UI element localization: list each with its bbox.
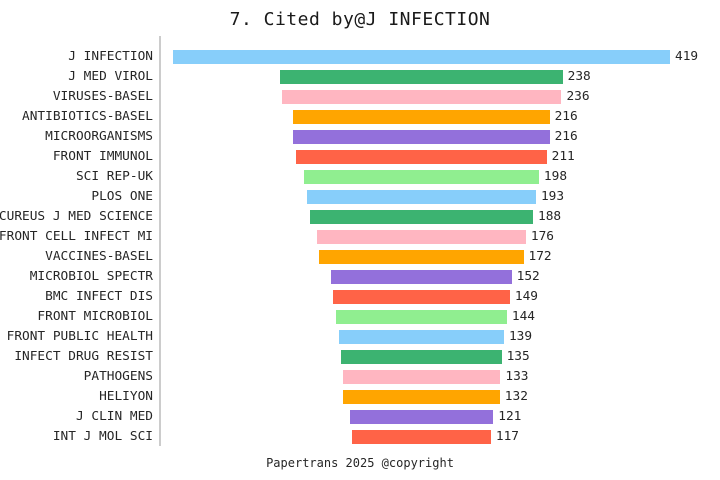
category-label: INT J MOL SCI [52, 429, 153, 444]
value-label: 419 [675, 49, 699, 64]
funnel-bar [336, 309, 507, 325]
funnel-bar [341, 349, 502, 365]
value-label: 188 [537, 209, 562, 224]
funnel-bar [281, 89, 562, 105]
value-label: 236 [566, 89, 590, 104]
value-label: 238 [567, 69, 591, 84]
category-label: PLOS ONE [91, 189, 153, 204]
category-label: MICROBIOL SPECTR [29, 269, 153, 284]
category-label: VACCINES-BASEL [45, 249, 153, 264]
category-label: CUREUS J MED SCIENCE [0, 209, 153, 224]
funnel-bar [349, 409, 494, 425]
funnel-bar [293, 109, 550, 125]
category-label: FRONT MICROBIOL [37, 309, 153, 324]
funnel-bar [352, 429, 491, 445]
funnel-bar [331, 269, 512, 285]
value-label: 121 [498, 409, 522, 424]
funnel-bar [296, 149, 547, 165]
y-axis-line [159, 36, 161, 446]
category-label: PATHOGENS [83, 369, 153, 384]
funnel-bar [280, 69, 563, 85]
funnel-bar [339, 329, 504, 345]
value-label: 144 [511, 309, 536, 324]
funnel-bar [304, 169, 539, 185]
value-label: 193 [540, 189, 565, 204]
value-label: 216 [554, 129, 578, 144]
funnel-bar [343, 389, 500, 405]
value-label: 135 [506, 349, 530, 364]
funnel-bar [319, 249, 524, 265]
value-label: 152 [516, 269, 540, 284]
category-label: FRONT PUBLIC HEALTH [6, 329, 153, 344]
value-label: 133 [505, 369, 529, 384]
value-label: 149 [514, 289, 538, 304]
category-label: ANTIBIOTICS-BASEL [22, 109, 153, 124]
category-label: HELIYON [99, 389, 153, 404]
funnel-bar [342, 369, 501, 385]
category-label: MICROORGANISMS [45, 129, 153, 144]
category-label: J CLIN MED [75, 409, 153, 424]
value-label: 216 [554, 109, 578, 124]
funnel-bar [317, 229, 526, 245]
category-label: FRONT IMMUNOL [52, 149, 153, 164]
funnel-bar [310, 209, 533, 225]
category-label: SCI REP-UK [75, 169, 153, 184]
funnel-bar [173, 49, 670, 65]
funnel-bar [333, 289, 510, 305]
category-label: FRONT CELL INFECT MI [0, 229, 153, 244]
category-label: VIRUSES-BASEL [52, 89, 153, 104]
category-label: BMC INFECT DIS [45, 289, 153, 304]
category-label: INFECT DRUG RESIST [14, 349, 153, 364]
value-label: 139 [508, 329, 533, 344]
category-label: J INFECTION [68, 49, 153, 64]
value-label: 211 [551, 149, 575, 164]
value-label: 172 [528, 249, 552, 264]
copyright-text: Papertrans 2025 @copyright [266, 456, 454, 470]
value-label: 132 [504, 389, 528, 404]
value-label: 117 [495, 429, 519, 444]
chart-title: 7. Cited by@J INFECTION [229, 9, 491, 30]
funnel-bar [307, 189, 536, 205]
value-label: 198 [543, 169, 568, 184]
value-label: 176 [530, 229, 554, 244]
funnel-bar [293, 129, 550, 145]
category-label: J MED VIROL [68, 69, 153, 84]
